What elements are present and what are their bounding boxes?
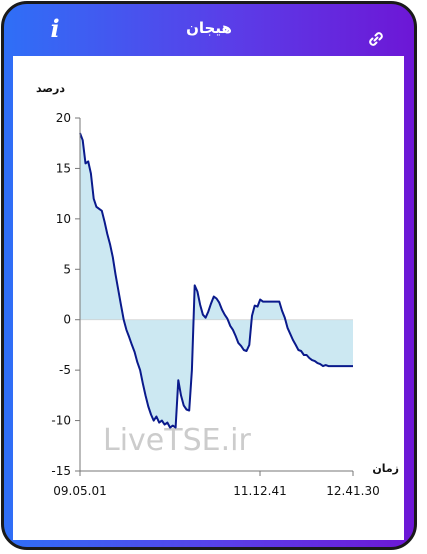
watermark: LiveTSE.ir xyxy=(103,423,251,458)
x-tick-label: 12.41.30 xyxy=(326,484,379,498)
y-tick-label: 15 xyxy=(56,161,71,175)
x-tick-label: 09.05.01 xyxy=(53,484,106,498)
x-axis-label: زمان xyxy=(372,462,399,475)
y-tick-label: 5 xyxy=(63,262,71,276)
emotion-chart: LiveTSE.ir 20 15 10 5 0 -5 -10 -15 09.05.01 11.12… xyxy=(36,82,399,498)
series-line xyxy=(79,132,353,429)
y-tick-label: 20 xyxy=(56,111,71,125)
y-axis-label: درصد xyxy=(36,82,65,95)
chart-panel: LiveTSE.ir 20 15 10 5 0 -5 -10 -15 09.05.01 11.12… xyxy=(13,56,404,540)
y-tick-label: -5 xyxy=(59,363,71,377)
y-tick-label: -10 xyxy=(51,414,71,428)
series-area xyxy=(80,133,353,428)
header-bar: i هیجان xyxy=(4,4,414,56)
app-frame: i هیجان LiveTSE.ir 20 15 10 5 0 -5 -10 -15 09.05… xyxy=(1,1,417,550)
y-tick-label: 0 xyxy=(63,313,71,327)
info-icon[interactable]: i xyxy=(50,14,60,43)
x-tick-label: 11.12.41 xyxy=(233,484,286,498)
page-title: هیجان xyxy=(186,19,232,37)
y-tick-label: 10 xyxy=(56,212,71,226)
link-icon[interactable] xyxy=(366,29,386,49)
y-tick-label: -15 xyxy=(51,464,71,478)
